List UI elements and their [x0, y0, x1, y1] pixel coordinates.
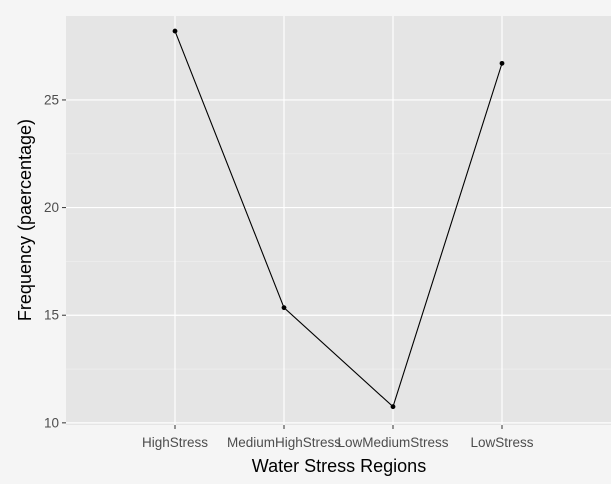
x-tick-label: HighStress: [142, 435, 208, 450]
x-axis-title: Water Stress Regions: [252, 456, 426, 476]
y-tick-label: 25: [44, 92, 59, 107]
series-line: [174, 30, 503, 408]
x-tick-label: MediumHighStress: [227, 435, 341, 450]
y-tick-label: 20: [44, 200, 59, 215]
data-point: [499, 60, 505, 66]
grid-lines: [66, 16, 611, 425]
axes: 10 15 20 25 HighStress MediumHighStressLowMed…: [44, 92, 534, 450]
y-tick-label: 15: [44, 308, 59, 323]
x-tick-label: LowStress: [470, 435, 533, 450]
x-tick-label: LowMediumStress: [337, 435, 448, 450]
y-tick-label: 10: [44, 415, 59, 430]
data-point: [390, 404, 396, 410]
data-point: [172, 28, 178, 34]
plot-panel: [66, 16, 611, 425]
y-axis-title: Frequency (paercentage): [15, 119, 35, 321]
data-point: [281, 305, 287, 311]
data-series: [172, 28, 505, 410]
